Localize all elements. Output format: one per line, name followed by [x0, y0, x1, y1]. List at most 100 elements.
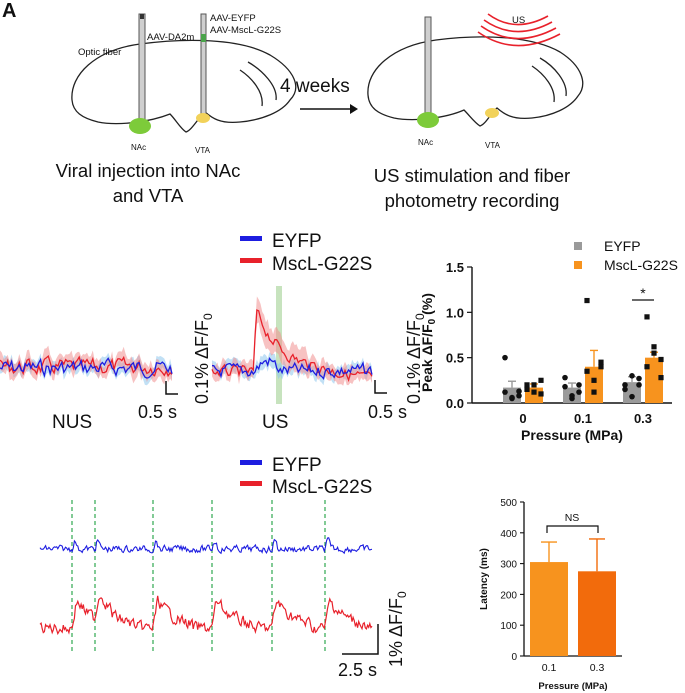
peak-data-point — [531, 382, 537, 388]
latency-ns-bracket — [546, 525, 599, 533]
peak-data-point — [502, 354, 508, 361]
us-label: US — [262, 412, 288, 433]
vta-label-right: VTA — [485, 141, 501, 150]
us-scale-y: 0.1% ΔF/F0 — [404, 313, 427, 404]
ultrasound-waves-icon — [477, 13, 561, 47]
peak-bar — [585, 366, 603, 403]
peak-data-point — [538, 377, 544, 383]
peak-data-point — [651, 350, 657, 356]
raw-mscl-trace — [39, 595, 373, 636]
latency-y-tick-label: 500 — [500, 498, 517, 509]
peak-y-tick-label: 1.0 — [446, 305, 464, 320]
latency-x-axis-label: Pressure (MPa) — [538, 681, 607, 692]
peak-significance-mark: * — [640, 285, 646, 301]
nac-label-right: NAc — [418, 138, 433, 147]
peak-data-point — [622, 386, 628, 393]
arrow-head — [350, 104, 358, 114]
peak-y-tick-label: 0.5 — [446, 351, 464, 366]
aav-eyfp-label: AAV-EYFP — [210, 13, 256, 24]
peak-data-point — [576, 382, 582, 388]
caption-right-line2: photometry recording — [385, 190, 560, 211]
nus-scale-x: 0.5 s — [138, 402, 177, 422]
latency-ns-label: NS — [565, 512, 580, 524]
legend-eyfp-label: EYFP — [272, 231, 322, 252]
us-scale-bar — [374, 380, 387, 394]
injection-needles-left — [138, 13, 207, 123]
latency-x-tick-label: 0.3 — [590, 662, 605, 674]
raw-legend-eyfp-swatch — [240, 460, 262, 465]
peak-data-point — [598, 364, 604, 370]
peak-data-point — [524, 386, 530, 392]
nus-mscl-trace — [0, 354, 173, 378]
peak-y-tick-label: 0.0 — [446, 396, 464, 411]
latency-y-tick-label: 0 — [511, 652, 517, 663]
raw-legend-mscl-swatch — [240, 481, 262, 486]
peak-x-tick-label: 0.1 — [574, 411, 592, 426]
peak-data-point — [516, 392, 522, 399]
raw-eyfp-trace — [39, 537, 373, 555]
raw-stimulus-markers — [71, 500, 326, 652]
us-eyfp-trace — [212, 357, 373, 380]
raw-scale-bar — [342, 624, 379, 655]
peak-x-tick-label: 0 — [519, 411, 526, 426]
latency-y-tick-label: 100 — [500, 621, 517, 632]
peak-data-point — [636, 382, 642, 388]
nus-scale-y: 0.1% ΔF/F0 — [192, 313, 215, 404]
peak-y-tick-label: 1.5 — [446, 260, 464, 275]
aav-da-label: AAV-DA2m — [147, 32, 194, 43]
panel-label: A — [2, 0, 16, 22]
latency-bar-chart: 0 100 200 300 400 500 0.1 0.3 NS Pressure (MPa) La… — [479, 498, 622, 692]
nac-region-left — [129, 118, 151, 134]
latency-bar — [530, 562, 568, 656]
nus-label: NUS — [52, 412, 92, 433]
peak-data-point — [644, 364, 650, 370]
peak-data-point — [524, 382, 530, 388]
us-mscl-sem-band — [212, 296, 372, 386]
vta-region-left — [196, 113, 210, 123]
arrow-label: 4 weeks — [280, 76, 350, 97]
peak-data-point — [629, 393, 635, 400]
us-label-schematic: US — [512, 15, 525, 26]
peak-legend-mscl: MscL-G22S — [604, 257, 678, 273]
vta-label-left: VTA — [195, 146, 211, 155]
peak-data-point — [562, 374, 568, 381]
raw-scale-x: 2.5 s — [338, 660, 377, 680]
nus-mscl-sem-band — [0, 345, 172, 385]
peak-data-point — [584, 297, 590, 304]
aav-mscl-label: AAV-MscL-G22S — [210, 25, 281, 36]
us-scale-x: 0.5 s — [368, 402, 407, 422]
peak-y-axis-label: Peak ΔF/F0 (%) — [419, 293, 438, 392]
raw-legend-mscl-label: MscL-G22S — [272, 477, 372, 498]
peak-data-point — [509, 394, 515, 401]
peak-data-point — [658, 356, 664, 363]
caption-left-line2: and VTA — [113, 185, 184, 206]
latency-y-tick-label: 300 — [500, 560, 517, 571]
peak-data-point — [622, 382, 628, 388]
nus-scale-bar — [165, 381, 178, 395]
peak-data-point — [538, 391, 544, 397]
latency-y-tick-label: 400 — [500, 529, 517, 540]
us-mscl-trace — [211, 309, 373, 383]
latency-x-tick-label: 0.1 — [542, 662, 557, 674]
peak-data-point — [591, 377, 597, 383]
caption-left-line1: Viral injection into NAc — [56, 160, 241, 181]
peak-bar-chart: 0.0 0.5 1.0 1.5 0 0.1 0.3 * EYFP MscL-G22S Pressur… — [419, 238, 678, 443]
peak-legend-eyfp-swatch — [574, 242, 582, 250]
peak-bar — [623, 382, 641, 403]
optic-fiber-label: Optic fiber — [78, 47, 121, 58]
peak-x-axis-label: Pressure (MPa) — [521, 427, 623, 443]
legend-mscl-label: MscL-G22S — [272, 254, 372, 275]
peak-data-point — [644, 314, 650, 320]
peak-data-point — [562, 383, 568, 390]
peak-legend-mscl-swatch — [574, 261, 582, 269]
nus-eyfp-trace — [0, 357, 173, 379]
peak-data-point — [658, 375, 664, 381]
peak-data-point — [591, 389, 597, 395]
caption-right-line1: US stimulation and fiber — [374, 165, 570, 186]
peak-data-point — [576, 389, 582, 395]
peak-data-point — [651, 344, 657, 350]
peak-x-tick-label: 0.3 — [634, 411, 652, 426]
peak-data-point — [598, 359, 604, 365]
raw-scale-y: 1% ΔF/F0 — [386, 591, 409, 667]
